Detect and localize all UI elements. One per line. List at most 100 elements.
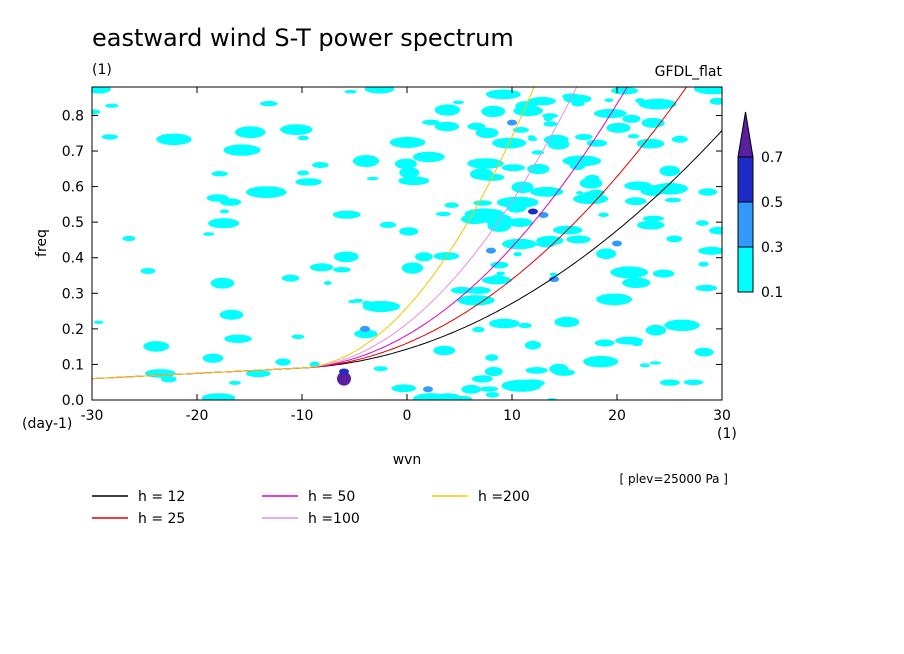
heatmap-cell <box>412 151 445 163</box>
heatmap-cell <box>604 98 614 103</box>
heatmap-cell <box>467 158 504 169</box>
heatmap-cell <box>398 176 430 186</box>
heatmap-cell <box>297 170 310 176</box>
y-tick-label: 0.5 <box>62 215 84 231</box>
heatmap-cell <box>297 135 309 141</box>
heatmap-cell <box>485 89 521 100</box>
heatmap-cell <box>203 232 215 236</box>
heatmap-cell <box>524 340 542 350</box>
heatmap-cell <box>323 281 332 285</box>
x-unit-label: (1) <box>717 426 737 442</box>
heatmap-cell <box>235 126 266 139</box>
y-tick-label: 0.8 <box>62 108 84 124</box>
heatmap-cell <box>435 211 451 217</box>
heatmap-cell <box>659 165 681 177</box>
heatmap-cell <box>228 380 241 385</box>
heatmap-cell <box>211 171 228 177</box>
heatmap-cell <box>467 122 486 130</box>
heatmap-cell <box>434 121 460 132</box>
heatmap-cell <box>452 100 464 105</box>
heatmap-cell <box>694 347 713 357</box>
heatmap-cell <box>637 220 665 230</box>
heatmap-cell <box>401 262 424 274</box>
colorbar-segment <box>737 156 754 203</box>
heatmap-cell <box>472 375 493 383</box>
heatmap-cell <box>571 99 581 104</box>
y-tick-label: 0.6 <box>62 180 84 196</box>
heatmap-cell <box>664 319 700 331</box>
colorbar-segment <box>737 201 754 248</box>
heatmap-cell <box>496 271 505 276</box>
heatmap-cell <box>513 105 543 117</box>
heatmap-cell <box>652 269 675 278</box>
heatmap-cell <box>641 117 665 128</box>
y-tick-label: 0.0 <box>62 393 84 409</box>
heatmap-peak <box>612 240 622 247</box>
plot-frame <box>91 86 723 401</box>
heatmap-cell <box>389 136 426 148</box>
heatmap-cell <box>583 355 619 368</box>
heatmap-cell <box>562 93 581 100</box>
heatmap-cell <box>373 366 388 372</box>
heatmap-cell <box>394 158 417 170</box>
heatmap-cell <box>709 226 722 235</box>
heatmap-cell <box>506 201 527 213</box>
y-tick-label: 0.1 <box>62 357 84 373</box>
x-tick-label: -20 <box>186 408 209 424</box>
heatmap-cell <box>566 235 591 244</box>
heatmap-cell <box>489 318 520 329</box>
y-tick-label: 0.2 <box>62 322 84 338</box>
heatmap-cell <box>224 334 252 343</box>
plev-annotation: [ plev=25000 Pa ] <box>619 472 728 486</box>
legend-label: h =200 <box>478 489 530 505</box>
heatmap-cell <box>512 126 530 133</box>
heatmap-cell <box>507 218 533 227</box>
heatmap-cell <box>696 220 709 226</box>
heatmap-peak <box>339 368 349 375</box>
heatmap-cell <box>422 119 440 126</box>
heatmap-cell <box>485 354 499 361</box>
heatmap-cell <box>547 138 570 150</box>
chart-subtitle-right: GFDL_flat <box>655 64 723 80</box>
colorbar-extend-arrow <box>737 111 754 158</box>
heatmap-peak <box>549 276 559 283</box>
heatmap-cell <box>485 392 500 398</box>
heatmap-peak <box>337 371 351 386</box>
heatmap-cell <box>364 87 395 94</box>
y-axis-ticks: 0.0 0.1 0.2 0.3 0.4 0.5 0.6 0.7 0.8 <box>62 108 722 409</box>
x-tick-label: 20 <box>608 408 626 424</box>
heatmap-peak <box>486 247 496 254</box>
heatmap-cell <box>671 135 688 143</box>
heatmap-cell <box>584 174 600 182</box>
heatmap-cell <box>501 164 525 172</box>
heatmap-cell <box>636 138 665 149</box>
colorbar-label: 0.3 <box>761 240 783 256</box>
heatmap-cell <box>214 197 222 202</box>
heatmap-cell <box>530 168 539 173</box>
dispersion-curve <box>92 87 578 380</box>
heatmap-cell <box>295 178 322 186</box>
heatmap-cell <box>576 191 584 195</box>
chart-subtitle-left: (1) <box>92 62 112 78</box>
heatmap-cell <box>399 227 419 236</box>
heatmap-cell <box>513 252 522 257</box>
heatmap-cell <box>344 89 357 94</box>
heatmap-cell <box>457 295 495 306</box>
legend-label: h = 25 <box>138 511 185 527</box>
heatmap-cell <box>698 246 722 255</box>
heatmap-cell <box>333 267 351 273</box>
heatmap-cell <box>245 186 287 199</box>
heatmap-cell <box>698 261 709 267</box>
heatmap-cell <box>627 134 640 139</box>
colorbar-label: 0.1 <box>761 285 783 301</box>
heatmap-cell <box>332 210 361 219</box>
heatmap-cell <box>259 100 278 107</box>
heatmap-cell <box>210 277 235 289</box>
x-tick-label: -10 <box>291 408 314 424</box>
heatmap-cell <box>475 127 499 139</box>
heatmap-cell <box>223 144 261 156</box>
heatmap-cell <box>527 135 536 139</box>
heatmap-cell <box>664 197 682 203</box>
heatmap-cell <box>379 221 397 228</box>
heatmap-cell <box>594 339 615 347</box>
